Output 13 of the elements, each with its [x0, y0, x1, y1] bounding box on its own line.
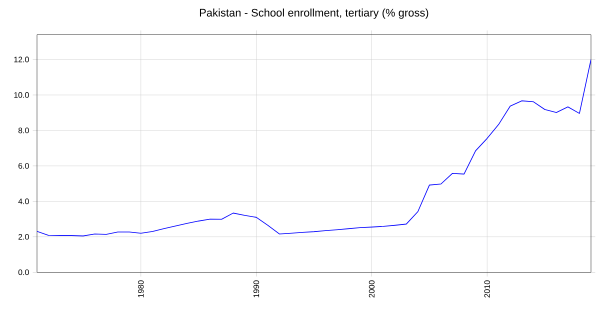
y-tick-label: 2.0 [18, 234, 29, 240]
x-tick-label: 2000 [368, 280, 375, 298]
y-tick-label: 6.0 [18, 163, 29, 169]
x-tick-label: 1990 [253, 280, 260, 298]
y-tick-label: 0.0 [18, 269, 29, 276]
chart-title: Pakistan - School enrollment, tertiary (% gross) [200, 8, 428, 19]
y-tick-label: 4.0 [18, 198, 29, 204]
x-tick-label: 1980 [138, 280, 144, 298]
y-tick-label: 12.0 [14, 56, 29, 62]
y-tick-label: 8.0 [18, 128, 29, 134]
y-tick-label: 10.0 [14, 92, 29, 98]
line-series [37, 59, 591, 236]
x-tick-label: 2010 [484, 280, 490, 298]
